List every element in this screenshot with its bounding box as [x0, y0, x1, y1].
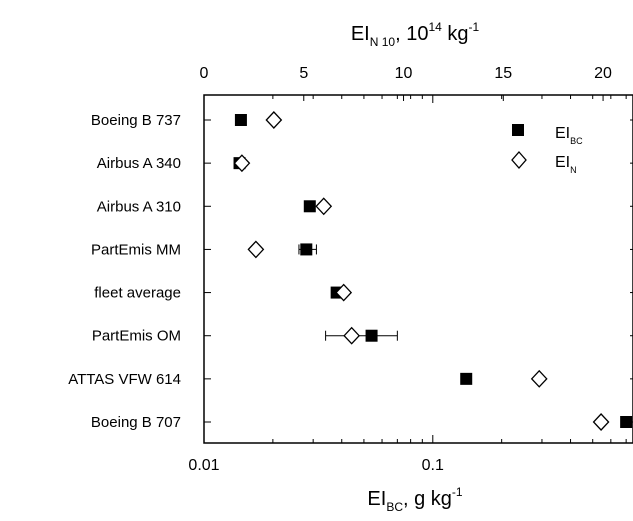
ei-bc-point — [460, 372, 473, 385]
ei-bc-point — [365, 329, 378, 342]
ei-bc-point — [303, 200, 316, 213]
legend-marker-ei-n — [511, 151, 527, 169]
legend-marker-ei-bc — [512, 124, 524, 136]
top-tick-label: 0 — [200, 65, 209, 82]
ei-n-point — [315, 197, 333, 216]
plot-frame — [203, 94, 633, 444]
category-label: Airbus A 340 — [97, 155, 181, 172]
category-label: fleet average — [94, 285, 181, 302]
top-tick-label: 10 — [395, 65, 413, 82]
ei-bc-point — [620, 416, 633, 428]
ei-n-point — [343, 326, 361, 345]
category-label: ATTAS VFW 614 — [68, 371, 181, 388]
ei-bc-point — [234, 114, 247, 126]
legend-label-ei-bc: EIBC — [555, 125, 583, 146]
category-label: Boeing B 707 — [91, 414, 181, 431]
category-label: PartEmis OM — [92, 328, 181, 345]
bottom-axis-title: EIBC, g kg-1 — [367, 485, 462, 514]
category-label: Airbus A 310 — [97, 198, 181, 215]
bottom-tick-label: 0.1 — [422, 457, 444, 474]
top-tick-label: 15 — [494, 65, 512, 82]
category-label: PartEmis MM — [91, 241, 181, 258]
ei-n-point — [233, 154, 251, 173]
ei-n-point — [530, 369, 548, 388]
top-tick-label: 20 — [594, 65, 612, 82]
top-tick-label: 5 — [299, 65, 308, 82]
ei-n-point — [265, 111, 283, 129]
ei-bc-point — [300, 243, 313, 256]
legend-label-ei-n: EIN — [555, 154, 577, 175]
ei-n-point — [335, 283, 353, 302]
bottom-tick-label: 0.01 — [188, 457, 219, 474]
category-label: Boeing B 737 — [91, 112, 181, 129]
legend: EIBC EIN — [511, 124, 583, 175]
top-axis-title: EIN 10, 1014 kg-1 — [351, 20, 480, 49]
ei-n-point — [592, 413, 610, 431]
ei-n-point — [247, 240, 265, 259]
